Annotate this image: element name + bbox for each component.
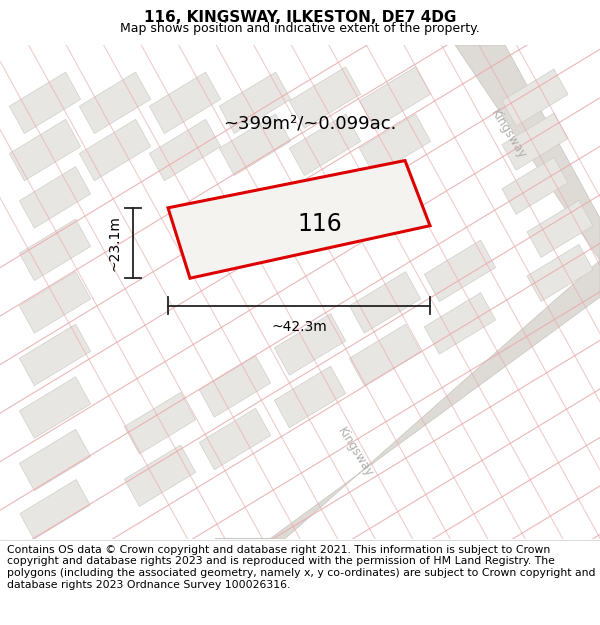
Text: ~23.1m: ~23.1m xyxy=(107,215,121,271)
Polygon shape xyxy=(19,272,91,333)
Polygon shape xyxy=(199,408,271,469)
Polygon shape xyxy=(20,479,90,539)
Text: ~42.3m: ~42.3m xyxy=(271,320,327,334)
Polygon shape xyxy=(168,161,430,278)
Text: ~399m²/~0.099ac.: ~399m²/~0.099ac. xyxy=(223,115,397,132)
Polygon shape xyxy=(359,67,431,128)
Text: Contains OS data © Crown copyright and database right 2021. This information is : Contains OS data © Crown copyright and d… xyxy=(7,545,596,589)
Polygon shape xyxy=(359,114,431,176)
Polygon shape xyxy=(19,429,91,491)
Polygon shape xyxy=(220,72,290,134)
Polygon shape xyxy=(149,119,221,181)
Text: Map shows position and indicative extent of the property.: Map shows position and indicative extent… xyxy=(120,22,480,35)
Polygon shape xyxy=(349,272,421,333)
Polygon shape xyxy=(424,292,496,354)
Text: Kingsway: Kingsway xyxy=(335,426,376,480)
Polygon shape xyxy=(79,119,151,181)
Polygon shape xyxy=(19,377,91,438)
Polygon shape xyxy=(289,67,361,128)
Polygon shape xyxy=(10,72,80,134)
Polygon shape xyxy=(215,261,600,539)
Polygon shape xyxy=(19,219,91,281)
Polygon shape xyxy=(424,240,496,302)
Text: 116, KINGSWAY, ILKESTON, DE7 4DG: 116, KINGSWAY, ILKESTON, DE7 4DG xyxy=(144,10,456,25)
Polygon shape xyxy=(124,445,196,506)
Polygon shape xyxy=(149,72,221,134)
Polygon shape xyxy=(527,244,593,301)
Polygon shape xyxy=(124,392,196,454)
Polygon shape xyxy=(274,366,346,428)
Polygon shape xyxy=(274,314,346,375)
Polygon shape xyxy=(502,69,568,126)
Text: Kingsway: Kingsway xyxy=(488,107,529,161)
Polygon shape xyxy=(455,45,600,261)
Text: 116: 116 xyxy=(298,212,343,236)
Polygon shape xyxy=(527,201,593,258)
Polygon shape xyxy=(502,113,568,170)
Polygon shape xyxy=(220,114,290,176)
Polygon shape xyxy=(199,356,271,417)
Polygon shape xyxy=(79,72,151,134)
Polygon shape xyxy=(19,324,91,386)
Polygon shape xyxy=(502,158,568,214)
Polygon shape xyxy=(289,114,361,176)
Polygon shape xyxy=(349,324,421,386)
Polygon shape xyxy=(19,167,91,228)
Polygon shape xyxy=(10,119,80,181)
